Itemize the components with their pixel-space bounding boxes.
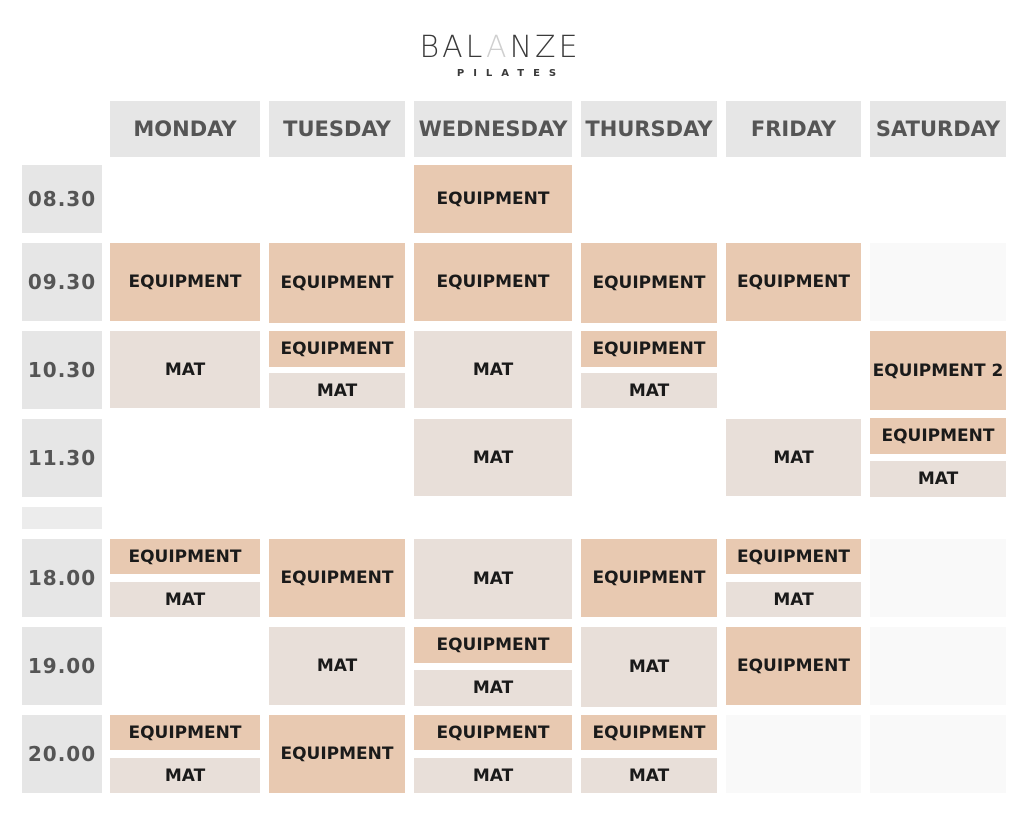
class-equipment[interactable]: EQUIPMENT (581, 715, 717, 750)
logo-subtitle: PILATES (456, 68, 566, 79)
class-mat[interactable]: MAT (414, 539, 572, 619)
class-mat[interactable]: MAT (581, 627, 717, 707)
class-mat[interactable]: MAT (414, 670, 572, 706)
time-slot-1130: 11.30 (22, 419, 102, 497)
day-header-saturday: SATURDAY (870, 101, 1006, 157)
class-mat[interactable]: MAT (581, 758, 717, 793)
empty-slot (870, 715, 1006, 793)
class-mat[interactable]: MAT (726, 419, 861, 496)
class-equipment[interactable]: EQUIPMENT (110, 243, 260, 321)
class-mat[interactable]: MAT (110, 331, 260, 408)
class-mat[interactable]: MAT (269, 627, 405, 705)
class-mat[interactable]: MAT (726, 582, 861, 617)
class-mat[interactable]: MAT (581, 373, 717, 408)
class-equipment[interactable]: EQUIPMENT (726, 627, 861, 705)
break-divider (22, 507, 102, 529)
class-equipment[interactable]: EQUIPMENT (581, 331, 717, 367)
day-header-monday: MONDAY (110, 101, 260, 157)
brand-logo: BALANZE PILATES (0, 30, 1000, 79)
logo-text-accent: A (486, 30, 510, 65)
class-mat[interactable]: MAT (110, 758, 260, 793)
class-mat[interactable]: MAT (414, 419, 572, 496)
class-equipment[interactable]: EQUIPMENT (870, 418, 1006, 454)
day-header-wednesday: WEDNESDAY (414, 101, 572, 157)
day-header-friday: FRIDAY (726, 101, 861, 157)
time-slot-0830: 08.30 (22, 165, 102, 233)
time-slot-0930: 09.30 (22, 243, 102, 321)
class-equipment[interactable]: EQUIPMENT (269, 331, 405, 367)
logo-text-left: BAL (419, 30, 487, 65)
time-slot-1030: 10.30 (22, 331, 102, 409)
empty-slot (870, 243, 1006, 321)
time-slot-1800: 18.00 (22, 539, 102, 617)
class-equipment[interactable]: EQUIPMENT (414, 243, 572, 321)
time-slot-2000: 20.00 (22, 715, 102, 793)
class-mat[interactable]: MAT (414, 331, 572, 408)
class-equipment[interactable]: EQUIPMENT (110, 539, 260, 574)
empty-slot (870, 627, 1006, 705)
empty-slot (726, 715, 861, 793)
time-slot-1900: 19.00 (22, 627, 102, 705)
empty-slot (870, 539, 1006, 617)
class-equipment[interactable]: EQUIPMENT (269, 715, 405, 793)
class-equipment[interactable]: EQUIPMENT (414, 715, 572, 750)
class-equipment[interactable]: EQUIPMENT (414, 165, 572, 233)
logo-wordmark: BALANZE (0, 30, 1000, 66)
logo-text-right: NZE (509, 30, 581, 65)
class-equipment[interactable]: EQUIPMENT (414, 627, 572, 663)
class-equipment[interactable]: EQUIPMENT (110, 715, 260, 750)
class-mat[interactable]: MAT (269, 373, 405, 408)
day-header-thursday: THURSDAY (581, 101, 717, 157)
class-equipment[interactable]: EQUIPMENT (581, 243, 717, 323)
class-equipment[interactable]: EQUIPMENT (269, 539, 405, 617)
class-mat[interactable]: MAT (414, 758, 572, 793)
class-equipment[interactable]: EQUIPMENT (269, 243, 405, 323)
class-equipment[interactable]: EQUIPMENT (726, 539, 861, 574)
class-equipment[interactable]: EQUIPMENT (581, 539, 717, 617)
class-equipment-2[interactable]: EQUIPMENT 2 (870, 331, 1006, 410)
class-mat[interactable]: MAT (870, 461, 1006, 497)
class-equipment[interactable]: EQUIPMENT (726, 243, 861, 321)
class-mat[interactable]: MAT (110, 582, 260, 617)
day-header-tuesday: TUESDAY (269, 101, 405, 157)
